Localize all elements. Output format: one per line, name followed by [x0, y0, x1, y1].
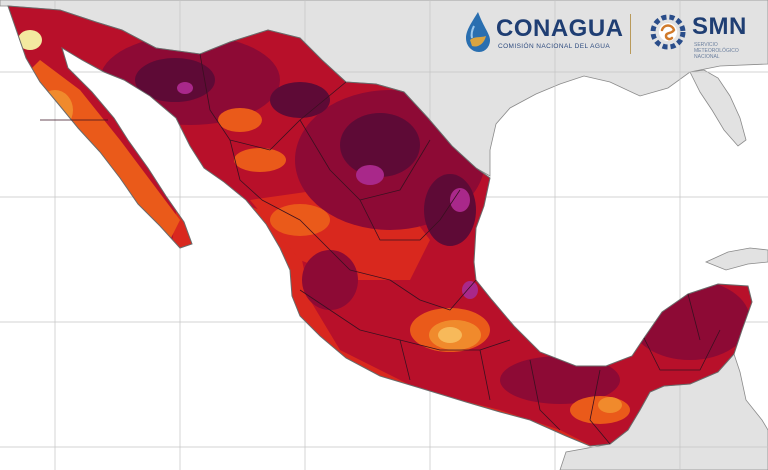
cooler-zone-altiplano: [438, 327, 462, 343]
conagua-logo-text: CONAGUA: [496, 15, 624, 42]
state-border: [359, 189, 461, 241]
smn-logo: SMN SERVICIO METEOROLÓGICO NACIONAL: [648, 10, 760, 60]
extreme-pocket-huasteca: [462, 281, 478, 299]
smn-subtitle: SERVICIO METEOROLÓGICO NACIONAL: [694, 42, 739, 60]
extreme-pocket-tamaulipas: [450, 188, 470, 212]
very-high-heat-gulf: [500, 356, 620, 404]
logo-divider: [630, 14, 631, 54]
gear-sun-icon: [650, 14, 686, 50]
state-borders: [40, 53, 721, 445]
state-border: [399, 339, 411, 381]
water-drop-icon: [466, 12, 490, 52]
extreme-pocket-sonora: [177, 82, 193, 94]
coolest-zone-baja-north: [18, 30, 42, 50]
mexico-coastline: [7, 5, 753, 447]
darkest-heat-sonora: [135, 58, 215, 102]
state-border: [529, 359, 561, 431]
warm-zone-oaxaca: [570, 396, 630, 424]
warm-zone-sinaloa: [234, 148, 286, 172]
extreme-pocket-coahuila: [356, 165, 384, 185]
state-border: [479, 349, 491, 401]
warm-zone-chihuahua: [218, 108, 262, 132]
state-border: [229, 139, 263, 201]
cuba-island: [704, 247, 768, 271]
state-border: [643, 329, 721, 371]
darkest-heat-nuevo-leon: [424, 174, 476, 246]
florida-peninsula: [689, 69, 747, 147]
state-border: [349, 269, 477, 311]
conagua-logo: CONAGUA COMISIÓN NACIONAL DEL AGUA: [462, 10, 624, 60]
darkest-heat-coahuila: [340, 113, 420, 177]
conagua-subtitle: COMISIÓN NACIONAL DEL AGUA: [498, 43, 611, 50]
state-border: [687, 293, 701, 341]
state-border: [261, 199, 351, 271]
mild-zone-chiapas: [598, 397, 622, 413]
smn-logo-text: SMN: [692, 13, 747, 40]
state-border: [199, 53, 271, 151]
darkest-heat-chihuahua: [270, 82, 330, 118]
very-high-heat-sierra: [302, 250, 358, 310]
state-border: [589, 369, 611, 445]
